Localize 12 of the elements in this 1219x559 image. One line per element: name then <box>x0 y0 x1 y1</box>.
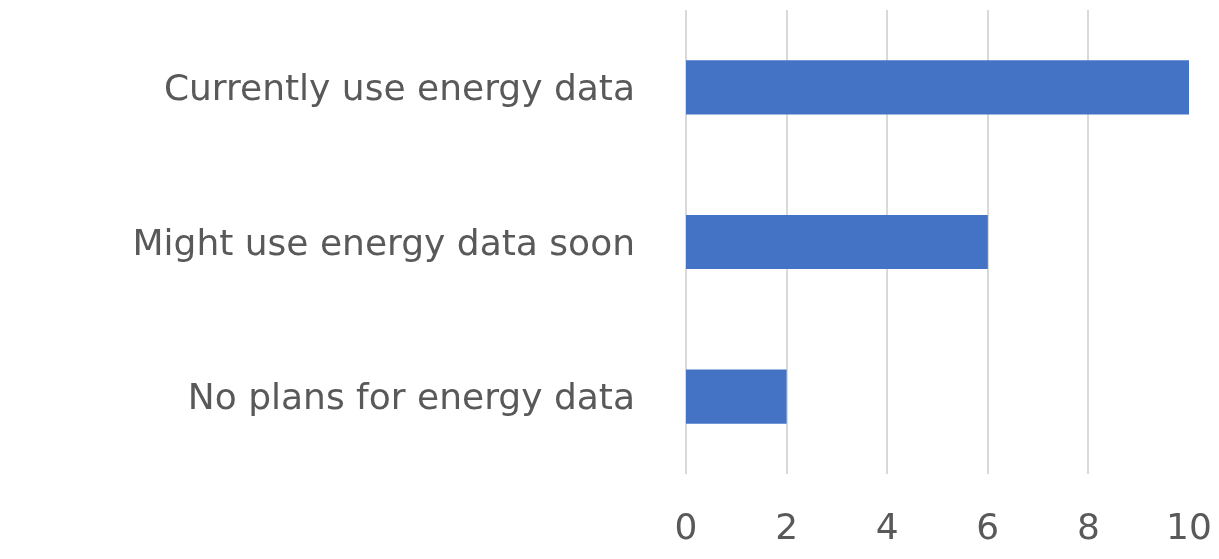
bar <box>686 60 1189 115</box>
bar <box>686 214 988 270</box>
x-tick-label: 4 <box>875 506 899 547</box>
x-tick-label: 6 <box>976 506 1000 547</box>
bar <box>686 369 787 424</box>
y-tick-label: Might use energy data soon <box>132 221 635 263</box>
x-tick-label: 2 <box>775 506 799 547</box>
x-tick-label: 0 <box>674 506 698 547</box>
x-tick-label: 8 <box>1076 506 1100 547</box>
y-tick-label: Currently use energy data <box>163 66 635 108</box>
y-tick-label: No plans for energy data <box>187 376 635 418</box>
x-tick-label: 10 <box>1166 506 1212 547</box>
